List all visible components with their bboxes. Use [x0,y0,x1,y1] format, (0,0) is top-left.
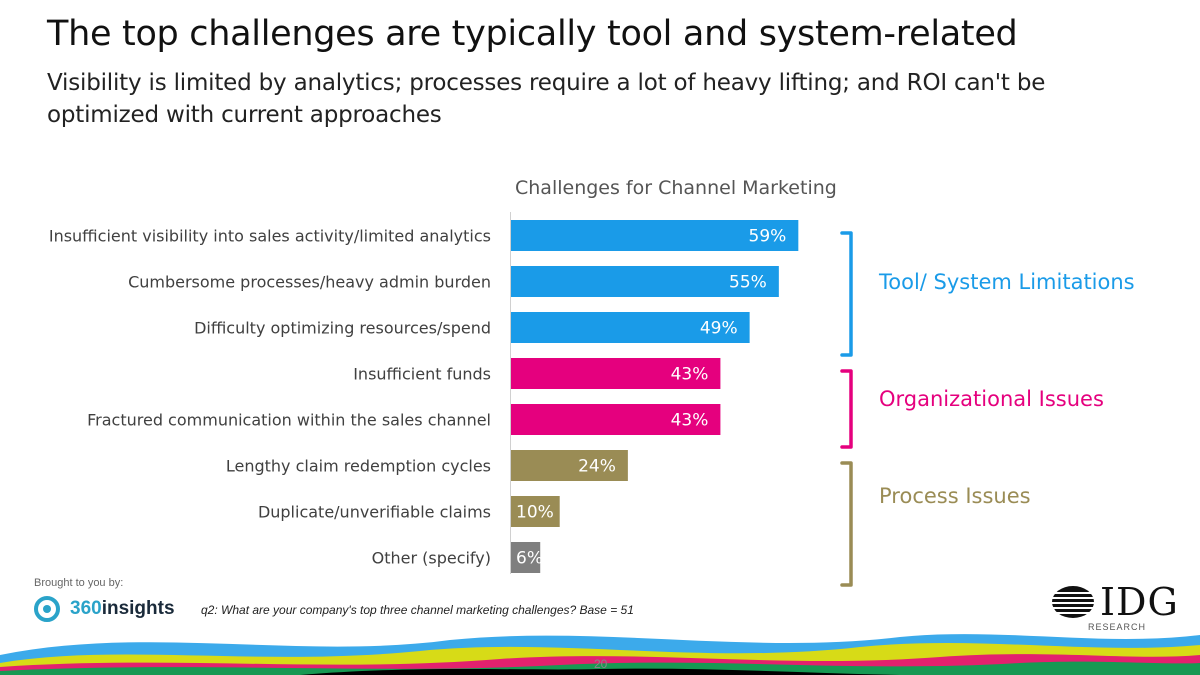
category-label: Lengthy claim redemption cycles [226,457,491,476]
data-label: 10% [516,503,554,523]
bar [511,266,779,297]
publisher-logo: IDG RESEARCH [1050,580,1190,635]
sponsor-logo-num: 360 [70,598,102,619]
data-label: 59% [749,227,787,247]
group-bracket [840,369,853,449]
group-bracket [840,231,853,357]
brought-to-you-by: Brought to you by: [34,577,124,589]
bar [511,496,560,527]
sponsor-logo-word: insights [101,598,175,619]
sponsor-ring-icon [34,596,60,622]
data-label: 55% [729,273,767,293]
decorative-waves [0,634,1200,675]
publisher-name: IDG [1100,580,1179,624]
data-label: 24% [578,457,616,477]
page-number: 20 [594,657,608,671]
globe-icon [1051,586,1095,618]
category-label: Duplicate/unverifiable claims [258,503,491,522]
slide-subtitle: Visibility is limited by analytics; proc… [47,70,1046,128]
data-label: 49% [700,319,738,339]
category-label: Difficulty optimizing resources/spend [194,319,491,338]
publisher-sub: RESEARCH [1088,622,1147,632]
sponsor-logo: 360insights [34,596,175,622]
group-label-tool: Tool/ System Limitations [879,270,1135,294]
survey-question-note: q2: What are your company's top three ch… [201,603,634,617]
bar [511,404,721,435]
bar [511,312,750,343]
data-label: 43% [671,411,709,431]
group-label-process: Process Issues [879,484,1031,508]
data-label: 6% [516,549,543,569]
bar [511,358,721,389]
category-label: Insufficient visibility into sales activ… [49,227,491,246]
group-bracket [840,461,853,587]
bar [511,220,799,251]
bar [511,542,541,573]
bar-chart: Insufficient visibility into sales activ… [49,212,853,587]
data-label: 43% [671,365,709,385]
slide-title: The top challenges are typically tool an… [47,14,1018,54]
group-label-organizational: Organizational Issues [879,387,1104,411]
category-label: Insufficient funds [353,365,491,384]
chart-title: Challenges for Channel Marketing [515,177,837,199]
category-label: Other (specify) [372,549,491,568]
category-label: Cumbersome processes/heavy admin burden [128,273,491,292]
bar [511,450,628,481]
category-label: Fractured communication within the sales… [87,411,491,430]
